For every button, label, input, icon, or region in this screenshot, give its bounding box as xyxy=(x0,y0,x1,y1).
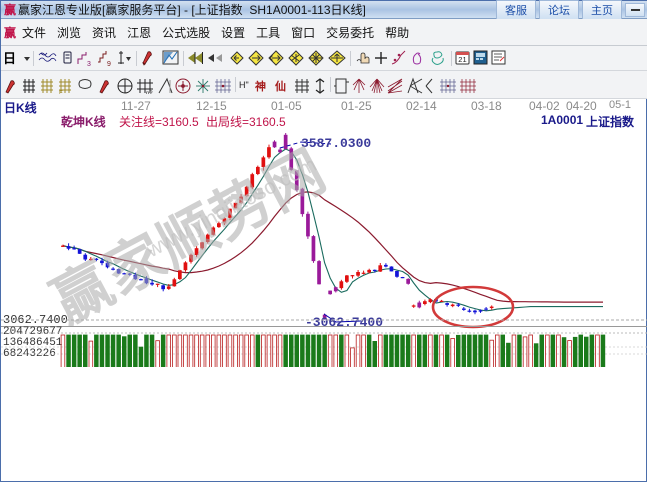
svg-text:神: 神 xyxy=(255,79,266,93)
svg-text:仙: 仙 xyxy=(275,79,286,93)
svg-text:H": H" xyxy=(239,80,249,90)
svg-text:F: F xyxy=(59,91,63,94)
svg-text:9: 9 xyxy=(107,61,111,67)
svg-text:21: 21 xyxy=(458,55,466,64)
svg-text:日: 日 xyxy=(3,51,16,66)
svg-text:3: 3 xyxy=(87,61,91,67)
svg-text:n2: n2 xyxy=(146,91,153,94)
